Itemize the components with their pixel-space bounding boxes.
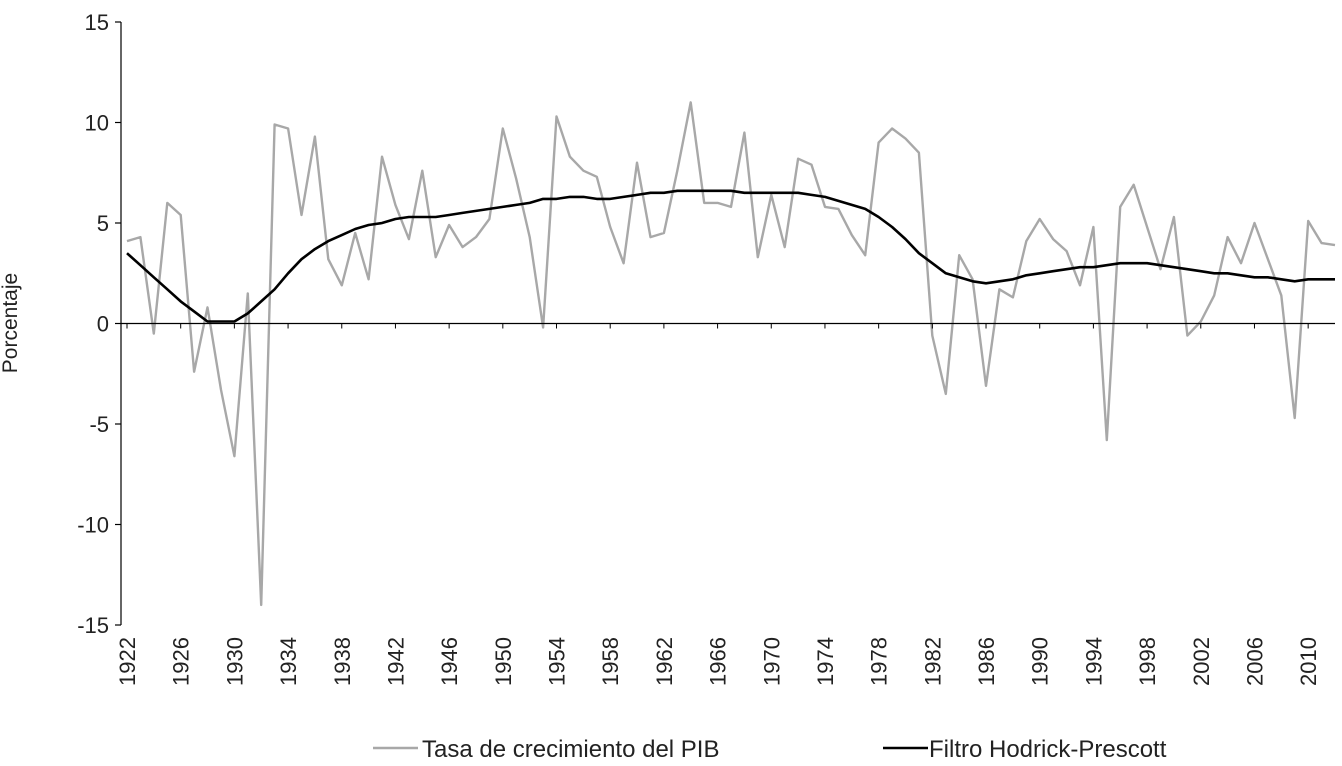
x-tick-label: 1990	[1028, 637, 1053, 686]
x-tick-label: 1978	[867, 637, 892, 686]
series-line-hp-filter	[126, 189, 1335, 323]
plot-area	[126, 101, 1336, 607]
x-tick-label: 1982	[920, 637, 945, 686]
x-tick-label: 1998	[1135, 637, 1160, 686]
x-tick-label: 1934	[276, 637, 301, 686]
x-axis: 1922 1926 1930 1934 1938 1942 1946 1950 1954 1958…	[115, 322, 1335, 686]
x-tick-label: 1938	[330, 637, 355, 686]
x-tick-label: 1922	[115, 637, 140, 686]
x-tick-label: 1950	[491, 637, 516, 686]
x-tick-label: 1986	[974, 637, 999, 686]
y-tick-label: -5	[89, 412, 109, 437]
y-tick-label: 10	[85, 111, 109, 136]
x-tick-label: 1994	[1081, 637, 1106, 686]
x-tick-label: 1946	[437, 637, 462, 686]
x-tick-label: 1958	[598, 637, 623, 686]
x-tick-label: 1970	[759, 637, 784, 686]
x-tick-label: 1962	[652, 637, 677, 686]
series-line-gdp-growth	[126, 101, 1336, 607]
x-tick-label: 1974	[813, 637, 838, 686]
x-tick-label: 1954	[545, 637, 570, 686]
x-tick-label: 1926	[169, 637, 194, 686]
x-tick-label: 2006	[1242, 637, 1267, 686]
legend: Tasa de crecimiento del PIB Filtro Hodric…	[373, 736, 1167, 763]
x-tick-label: 2002	[1189, 637, 1214, 686]
x-tick-label: 1966	[706, 637, 731, 686]
y-tick-label: 5	[97, 211, 109, 236]
y-tick-label: -15	[77, 613, 109, 638]
y-axis-title: Porcentaje	[0, 273, 22, 373]
x-tick-label: 2010	[1296, 637, 1321, 686]
legend-label: Filtro Hodrick-Prescott	[929, 736, 1167, 763]
y-tick-label: -10	[77, 513, 109, 538]
x-tick-label: 1930	[222, 637, 247, 686]
y-tick-label: 0	[97, 312, 109, 337]
y-tick-label: 15	[85, 10, 109, 35]
x-tick-label: 1942	[383, 637, 408, 686]
legend-label: Tasa de crecimiento del PIB	[422, 736, 719, 763]
y-axis: 15 10 5 0 -5 -10 -15	[77, 10, 122, 638]
